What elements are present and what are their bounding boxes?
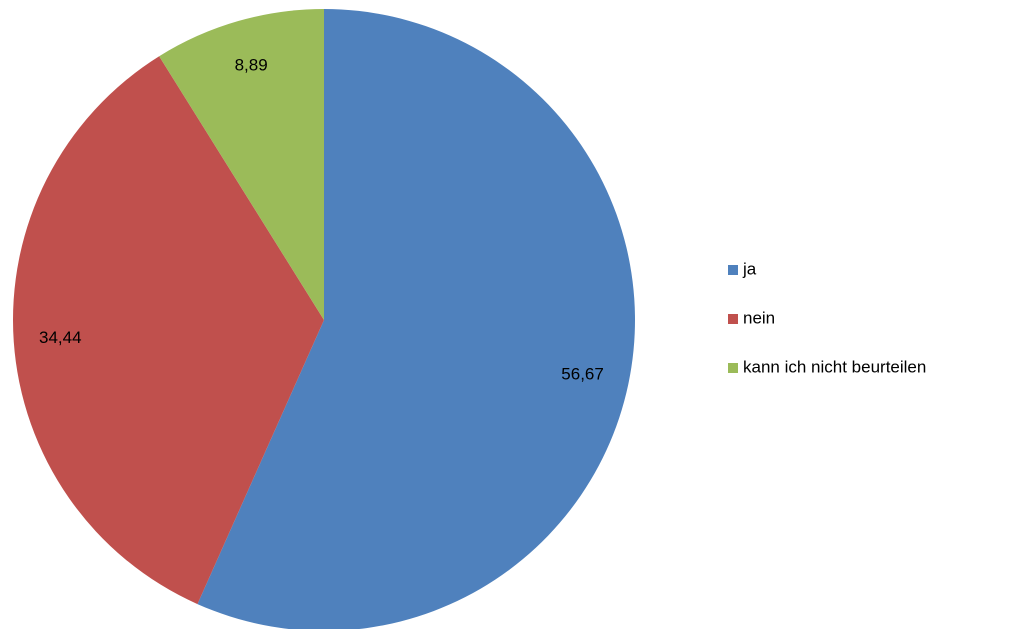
legend-label: nein: [743, 308, 775, 327]
data-label: 8,89: [235, 55, 268, 74]
legend-swatch: [728, 265, 738, 275]
pie-slice: [159, 9, 324, 320]
pie-slice: [197, 9, 635, 629]
legend-swatch: [728, 314, 738, 324]
data-label: 34,44: [39, 328, 82, 347]
legend-label: kann ich nicht beurteilen: [743, 357, 926, 376]
legend-label: ja: [742, 259, 757, 278]
legend-swatch: [728, 363, 738, 373]
pie-slice: [13, 56, 325, 605]
data-label: 56,67: [561, 364, 604, 383]
